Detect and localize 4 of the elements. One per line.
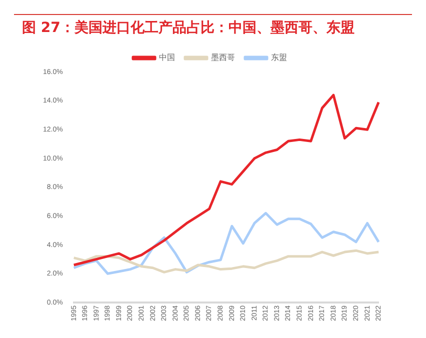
legend-label: 墨西哥 [211,53,235,62]
legend-label: 东盟 [271,53,287,62]
chart-title: 图 27：美国进口化工产品占比：中国、墨西哥、东盟 [22,19,354,37]
legend-label: 中国 [159,53,175,62]
